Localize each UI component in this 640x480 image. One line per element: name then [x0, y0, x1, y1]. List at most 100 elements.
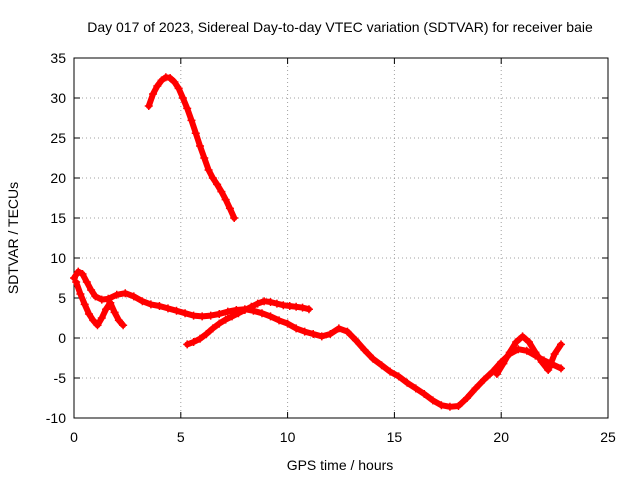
data-point: [72, 278, 81, 286]
data-point: [557, 364, 566, 373]
x-tick-label: 10: [280, 429, 296, 445]
data-point: [343, 327, 352, 336]
data-point: [189, 311, 198, 320]
series-2: [72, 278, 128, 330]
y-tick-label: 35: [50, 50, 66, 66]
data-point: [121, 289, 130, 298]
data-point: [80, 300, 89, 309]
y-tick-label: 15: [50, 210, 66, 226]
data-point: [512, 338, 521, 346]
data-point: [275, 316, 284, 325]
data-point: [377, 361, 386, 370]
data-point: [181, 309, 190, 318]
data-point: [292, 302, 301, 311]
data-point: [93, 321, 102, 330]
data-point: [522, 346, 531, 355]
data-point: [234, 309, 243, 318]
data-point: [317, 332, 326, 341]
data-point: [112, 290, 121, 299]
data-point: [394, 372, 403, 381]
data-point: [119, 321, 128, 330]
data-point: [471, 384, 480, 393]
data-point: [326, 330, 335, 338]
data-point: [505, 348, 514, 357]
data-point: [454, 402, 463, 410]
data-point: [174, 84, 183, 93]
data-point: [157, 76, 166, 85]
data-point: [97, 295, 106, 304]
series-0: [144, 73, 239, 222]
data-point: [82, 278, 91, 286]
data-point: [208, 174, 217, 182]
data-point: [97, 314, 106, 322]
data-point: [149, 90, 158, 98]
data-point: [537, 358, 546, 366]
data-point: [240, 306, 249, 314]
data-point: [153, 82, 162, 90]
data-point: [183, 340, 192, 349]
data-point: [298, 303, 307, 312]
data-point: [129, 292, 138, 301]
series-band: [71, 268, 564, 410]
data-point: [161, 73, 170, 82]
data-point: [420, 390, 429, 398]
data-point: [170, 78, 179, 86]
data-point: [215, 319, 224, 328]
data-point: [524, 338, 533, 346]
data-point: [191, 129, 200, 138]
data-point: [202, 330, 211, 338]
data-point: [437, 401, 446, 410]
data-point: [221, 315, 230, 324]
data-point: [445, 402, 454, 411]
x-axis-label: GPS time / hours: [287, 457, 394, 473]
data-point: [106, 298, 115, 307]
data-point: [272, 299, 281, 308]
data-point: [208, 324, 217, 333]
x-tick-label: 20: [493, 429, 509, 445]
data-point: [221, 195, 230, 204]
data-point: [514, 345, 523, 354]
data-point: [230, 214, 239, 222]
series-4: [492, 332, 566, 378]
data-point: [196, 334, 205, 343]
data-point: [292, 324, 301, 333]
data-point: [206, 311, 215, 320]
data-point: [463, 394, 472, 402]
series-1: [70, 267, 566, 411]
x-tick-label: 0: [70, 429, 78, 445]
data-point: [76, 290, 85, 298]
y-tick-label: 20: [50, 170, 66, 186]
data-point: [110, 308, 119, 317]
data-point: [403, 378, 412, 387]
chart-title: Day 017 of 2023, Sidereal Day-to-day VTE…: [87, 19, 593, 35]
data-point: [102, 305, 111, 314]
y-tick-label: 5: [58, 290, 66, 306]
data-point: [351, 336, 360, 345]
data-point: [183, 104, 192, 113]
data-point: [309, 330, 318, 338]
y-tick-label: -10: [46, 410, 66, 426]
data-point: [300, 327, 309, 336]
data-point: [213, 180, 222, 189]
y-tick-label: 0: [58, 330, 66, 346]
data-point: [279, 301, 288, 310]
data-point: [144, 102, 153, 110]
data-point: [223, 307, 232, 316]
data-point: [114, 316, 123, 325]
data-point: [266, 298, 275, 306]
data-point: [360, 346, 369, 354]
data-point: [492, 370, 501, 378]
data-point: [166, 74, 175, 82]
data-point: [369, 354, 378, 363]
data-point: [260, 297, 269, 306]
data-point: [84, 310, 93, 318]
data-point: [198, 312, 207, 321]
data-point: [155, 302, 164, 310]
data-point: [225, 204, 234, 213]
data-point: [304, 305, 313, 314]
data-point: [204, 166, 213, 174]
data-point: [285, 302, 294, 310]
data-point: [146, 300, 155, 309]
series-band: [145, 74, 238, 221]
